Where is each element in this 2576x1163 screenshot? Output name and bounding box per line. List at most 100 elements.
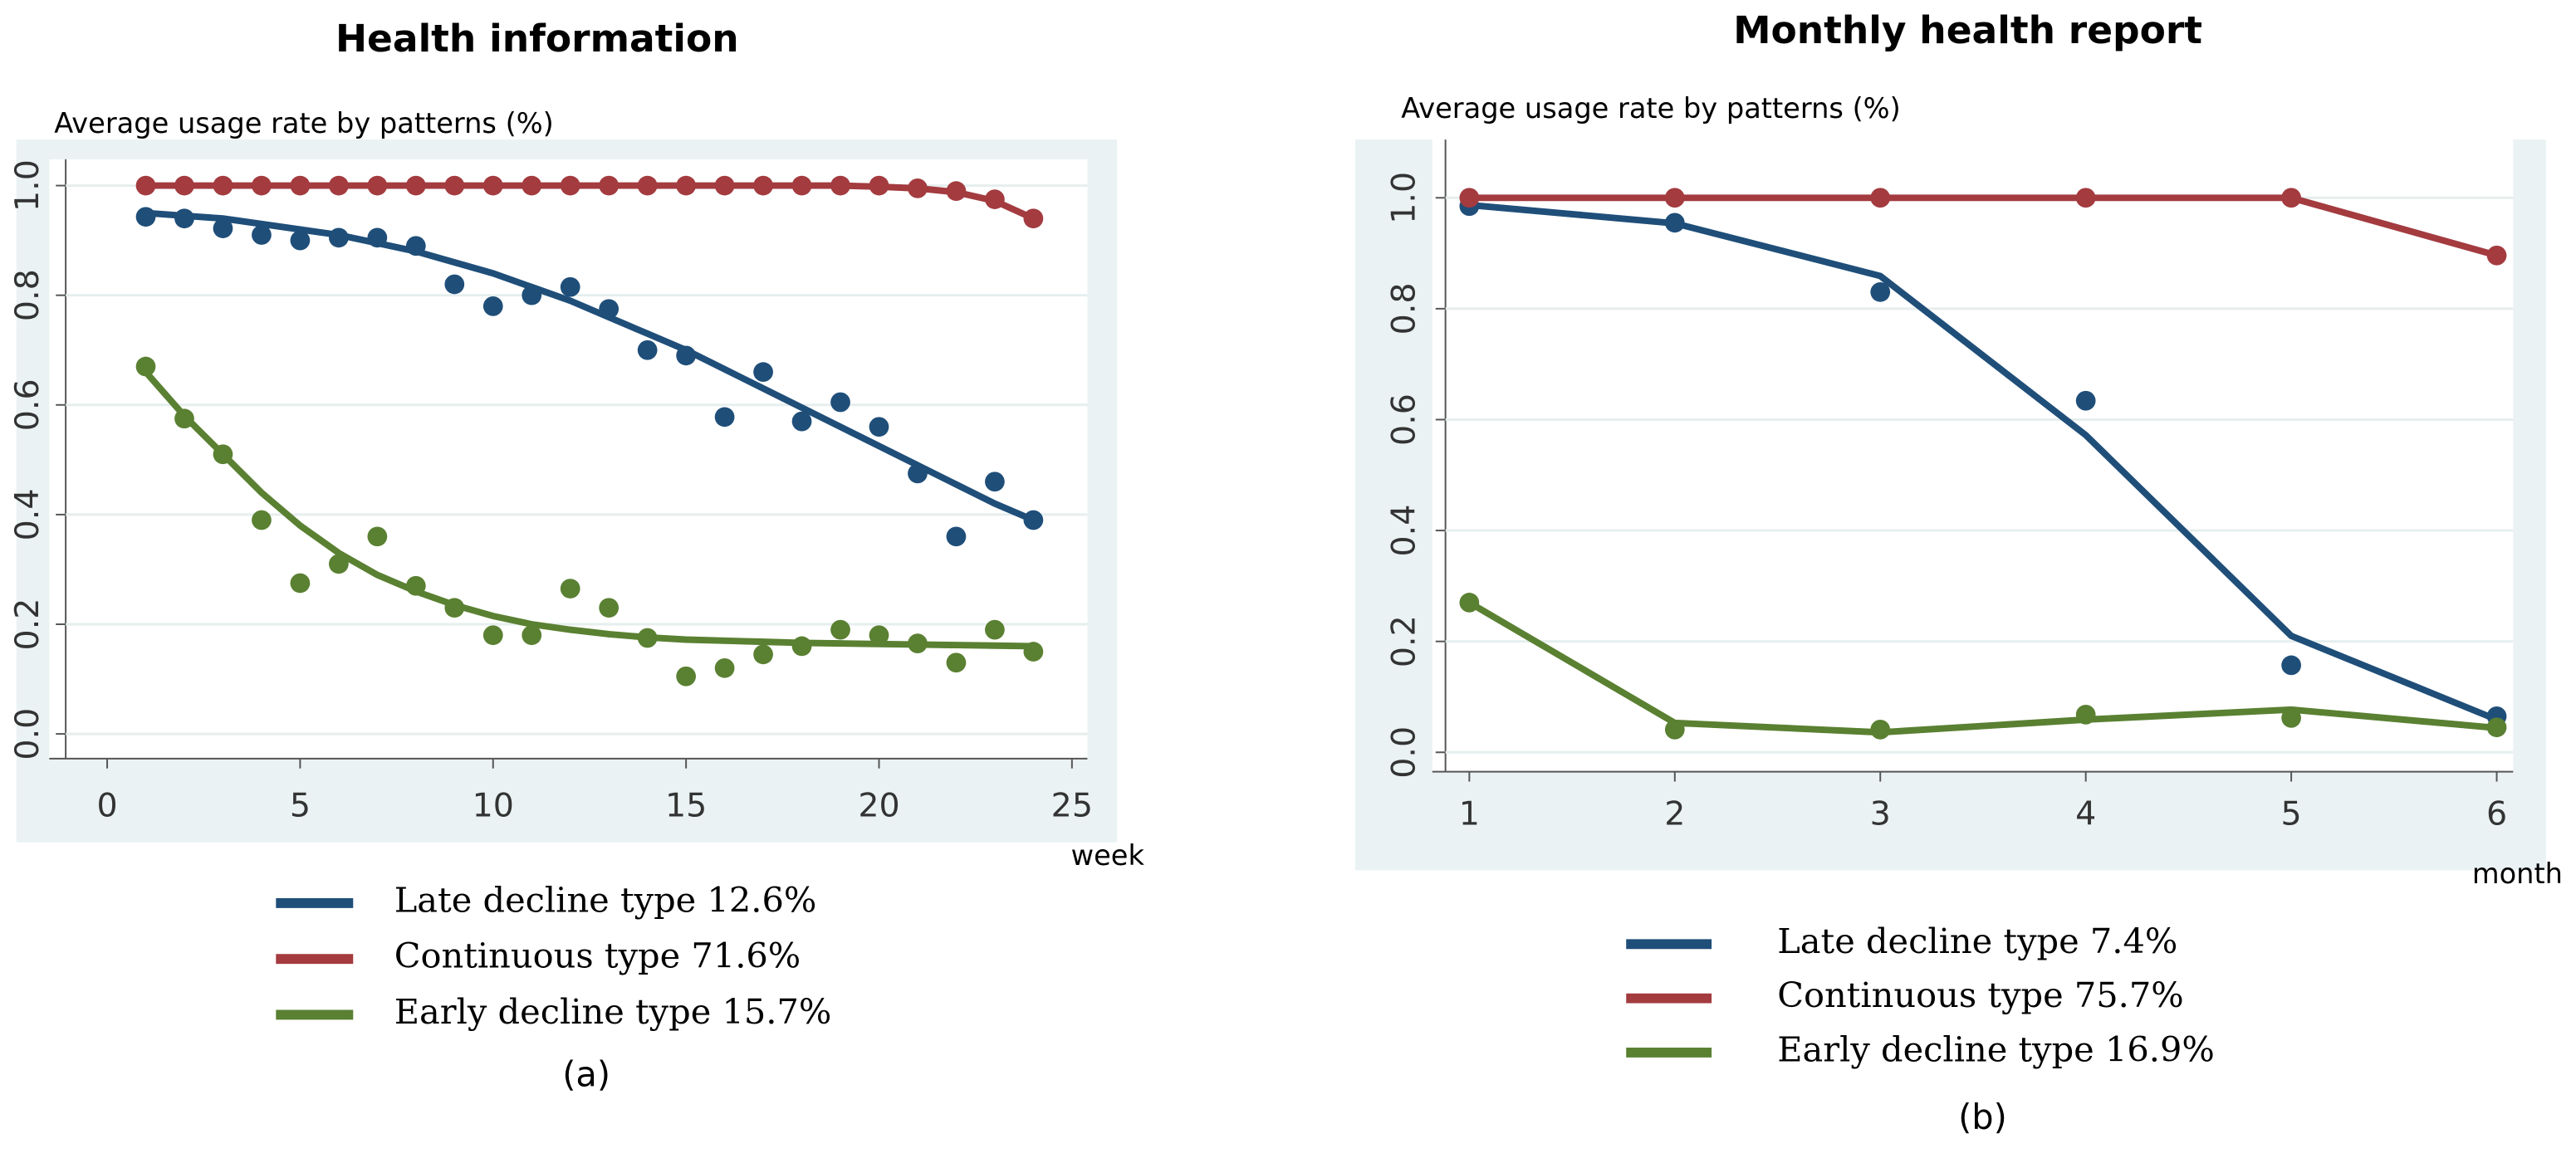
x-tick-label: 5: [290, 787, 311, 825]
x-tick-label: 25: [1051, 787, 1093, 825]
x-tick-label: 20: [858, 787, 899, 825]
data-point: [560, 579, 580, 599]
y-tick-label: 0.2: [1385, 615, 1423, 667]
data-point: [174, 175, 194, 196]
data-point: [1664, 213, 1685, 233]
data-point: [599, 598, 620, 618]
y-tick-label: 0.8: [8, 269, 47, 321]
legend-label: Continuous type 71.6%: [394, 936, 801, 976]
data-point: [213, 175, 233, 196]
data-point: [290, 230, 311, 251]
legend-label: Early decline type 15.7%: [394, 991, 832, 1032]
data-point: [753, 362, 773, 383]
data-point: [985, 189, 1005, 209]
data-point: [405, 236, 426, 257]
data-point: [985, 619, 1005, 640]
data-point: [522, 285, 542, 305]
data-point: [1459, 593, 1480, 613]
figure: Health information Average usage rate by …: [8, 8, 2563, 1137]
data-point: [2486, 245, 2507, 266]
data-point: [1459, 188, 1480, 208]
data-point: [637, 628, 658, 648]
x-tick-label: 1: [1459, 795, 1480, 833]
data-point: [2075, 704, 2096, 725]
data-point: [367, 227, 388, 248]
x-tick-label: 0: [96, 787, 117, 825]
data-point: [830, 175, 850, 196]
data-point: [599, 175, 620, 196]
y-tick-label: 0.2: [8, 599, 47, 651]
y-tick-label: 0.0: [1385, 726, 1423, 779]
data-point: [869, 625, 889, 646]
data-point: [444, 598, 465, 618]
data-point: [1870, 720, 1891, 740]
legend-label: Early decline type 16.9%: [1777, 1029, 2215, 1069]
data-point: [830, 392, 850, 413]
data-point: [444, 274, 465, 295]
data-point: [946, 652, 967, 673]
fit-line: [1467, 599, 2497, 736]
caption: (a): [562, 1054, 610, 1095]
data-point: [367, 175, 388, 196]
x-tick-label: 10: [473, 787, 514, 825]
data-point: [135, 207, 156, 227]
data-point: [405, 575, 426, 596]
y-tick-label: 0.6: [1385, 393, 1423, 446]
data-point: [482, 175, 503, 196]
data-point: [1023, 510, 1044, 530]
data-point: [1023, 208, 1044, 229]
data-point: [714, 657, 735, 678]
data-point: [676, 175, 696, 196]
y-tick-label: 0.0: [8, 708, 47, 760]
data-point: [791, 175, 812, 196]
legend-label: Late decline type 12.6%: [394, 879, 817, 920]
data-point: [946, 181, 967, 202]
data-point: [252, 510, 272, 530]
fit-line: [1469, 194, 2498, 259]
data-point: [1664, 188, 1685, 208]
data-point: [290, 573, 311, 594]
y-tick-label: 0.4: [1385, 505, 1423, 557]
x-tick-label: 3: [1870, 795, 1891, 833]
data-point: [637, 175, 658, 196]
data-point: [599, 299, 620, 320]
data-point: [753, 644, 773, 665]
data-point: [637, 340, 658, 360]
data-point: [560, 175, 580, 196]
fit-line: [1469, 202, 2499, 723]
data-point: [2075, 188, 2096, 208]
plot-area: [49, 159, 1088, 759]
x-tick-label: 6: [2486, 795, 2507, 833]
x-axis-label: week: [1071, 839, 1145, 872]
data-point: [1023, 642, 1044, 662]
data-point: [714, 175, 735, 196]
legend-label: Late decline type 7.4%: [1777, 921, 2177, 961]
data-point: [714, 407, 735, 428]
data-point: [329, 554, 349, 574]
data-point: [329, 227, 349, 248]
data-point: [174, 408, 194, 429]
legend-label: Continuous type 75.7%: [1777, 975, 2184, 1015]
data-point: [908, 178, 928, 198]
data-point: [522, 175, 542, 196]
data-point: [791, 636, 812, 657]
data-point: [830, 619, 850, 640]
data-point: [135, 175, 156, 196]
y-tick-label: 0.4: [8, 488, 47, 540]
y-axis-label: Average usage rate by patterns (%): [54, 107, 554, 139]
data-point: [946, 526, 967, 547]
data-point: [213, 218, 233, 238]
y-axis-label: Average usage rate by patterns (%): [1401, 92, 1901, 125]
chart-title: Health information: [335, 17, 739, 61]
data-point: [329, 175, 349, 196]
data-point: [676, 666, 696, 687]
data-point: [444, 175, 465, 196]
data-point: [482, 296, 503, 316]
data-point: [1870, 188, 1891, 208]
data-point: [213, 444, 233, 465]
data-point: [252, 225, 272, 245]
data-point: [252, 175, 272, 196]
fit-line: [143, 369, 1034, 650]
data-point: [791, 411, 812, 432]
y-tick-label: 0.8: [1385, 282, 1423, 335]
